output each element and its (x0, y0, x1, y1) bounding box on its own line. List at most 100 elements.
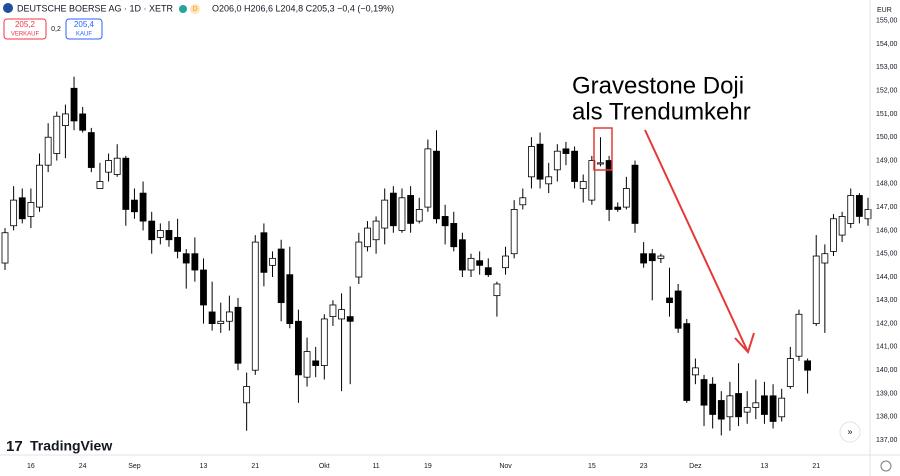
candle-body (415, 209, 423, 222)
candle-body (139, 192, 147, 222)
candle-body (44, 136, 52, 166)
candle-body (467, 257, 475, 271)
settings-icon[interactable] (880, 460, 892, 472)
candle-body (295, 320, 302, 376)
candle-body (424, 148, 432, 208)
status-dot (179, 5, 187, 13)
candle-body (821, 253, 829, 264)
candle-body (761, 395, 768, 415)
x-tick-label: 13 (200, 463, 208, 470)
x-tick-label: 16 (27, 463, 35, 470)
candle-body (830, 218, 837, 252)
x-tick-label: Okt (319, 463, 330, 470)
candle-body (640, 253, 648, 264)
y-tick-label: 154,00 (876, 41, 898, 48)
y-tick-label: 138,00 (876, 414, 898, 421)
candle-body (53, 115, 61, 154)
candle-body (79, 113, 87, 131)
candle-body (372, 220, 380, 241)
y-tick-label: 146,00 (876, 227, 898, 234)
candle-body (148, 220, 156, 241)
candle-body (786, 358, 794, 387)
candle-body (605, 160, 613, 210)
y-tick-label: 152,00 (876, 87, 898, 94)
candle-body (269, 257, 276, 266)
candle-body (812, 255, 820, 325)
brand: TradingView (30, 438, 112, 454)
ohlc: O206,0 H206,6 L204,8 C205,3 −0,4 (−0,19%… (212, 3, 394, 13)
candle-body (458, 239, 466, 271)
candle-body (200, 269, 207, 306)
y-tick-label: 155,00 (876, 18, 898, 25)
candle-body (648, 253, 656, 262)
y-tick-label: 144,00 (876, 274, 898, 281)
x-tick-label: 24 (79, 463, 87, 470)
candle-body (131, 199, 138, 213)
y-tick-label: 147,00 (876, 204, 898, 211)
candle-body (743, 407, 751, 413)
candle-body (208, 311, 216, 325)
candle-body (225, 311, 233, 322)
candle-body (122, 157, 130, 210)
y-tick-label: 149,00 (876, 157, 898, 164)
scroll-icon: » (847, 426, 852, 436)
candle-body (717, 400, 725, 420)
candle-body (62, 113, 69, 126)
brand-logo: 17 (6, 438, 23, 455)
candle-body (769, 395, 777, 422)
candle-body (96, 181, 104, 189)
candle-body (27, 202, 35, 217)
x-tick-label: Sep (128, 463, 141, 470)
candle-body (389, 192, 397, 227)
candle-body (864, 209, 872, 220)
x-tick-label: 15 (588, 463, 596, 470)
x-tick-label: Nov (499, 463, 512, 470)
candle-body (726, 395, 734, 418)
x-tick-label: 21 (812, 463, 820, 470)
candle-body (838, 216, 846, 236)
candle-body (70, 87, 78, 122)
candle-body (778, 397, 786, 418)
candle-body (10, 199, 18, 227)
candle-body (338, 309, 345, 320)
annotation: Gravestone Doji (572, 72, 744, 99)
candle-body (683, 323, 691, 401)
candle-body (364, 227, 371, 248)
candle-body (320, 318, 328, 366)
candle-body (847, 195, 855, 224)
candle-body (260, 232, 268, 273)
candle-body (545, 176, 553, 185)
candle-body (346, 316, 354, 322)
candle-body (1, 232, 9, 264)
arrow (644, 129, 748, 351)
candle-body (614, 206, 622, 210)
candle-body (286, 274, 294, 325)
sell-button[interactable] (3, 18, 47, 40)
candle-body (579, 181, 587, 189)
candle-body (36, 164, 43, 208)
x-tick-label: 13 (761, 463, 769, 470)
candle-body (277, 248, 285, 304)
candle-body (622, 188, 630, 208)
buy-button[interactable] (65, 18, 103, 40)
badge-text: D (192, 6, 197, 13)
arrow-head (734, 332, 755, 354)
x-tick-label: Dez (689, 463, 702, 470)
candle-body (174, 237, 182, 252)
candle-body (588, 160, 596, 201)
buy-price: 205,4 (74, 20, 95, 29)
scroll-button[interactable] (839, 421, 861, 443)
x-tick-label: 21 (251, 463, 259, 470)
y-tick-label: 141,00 (876, 344, 898, 351)
candle-body (243, 386, 251, 404)
candle-body (156, 230, 164, 238)
y-tick-label: 150,00 (876, 134, 898, 141)
candle-body (87, 132, 95, 168)
candle-body (657, 255, 665, 259)
candle-body (441, 216, 449, 227)
candle-body (519, 197, 527, 206)
candle-body (355, 241, 363, 278)
sell-label: VERKAUF (11, 32, 40, 38)
y-tick-label: 140,00 (876, 367, 898, 374)
